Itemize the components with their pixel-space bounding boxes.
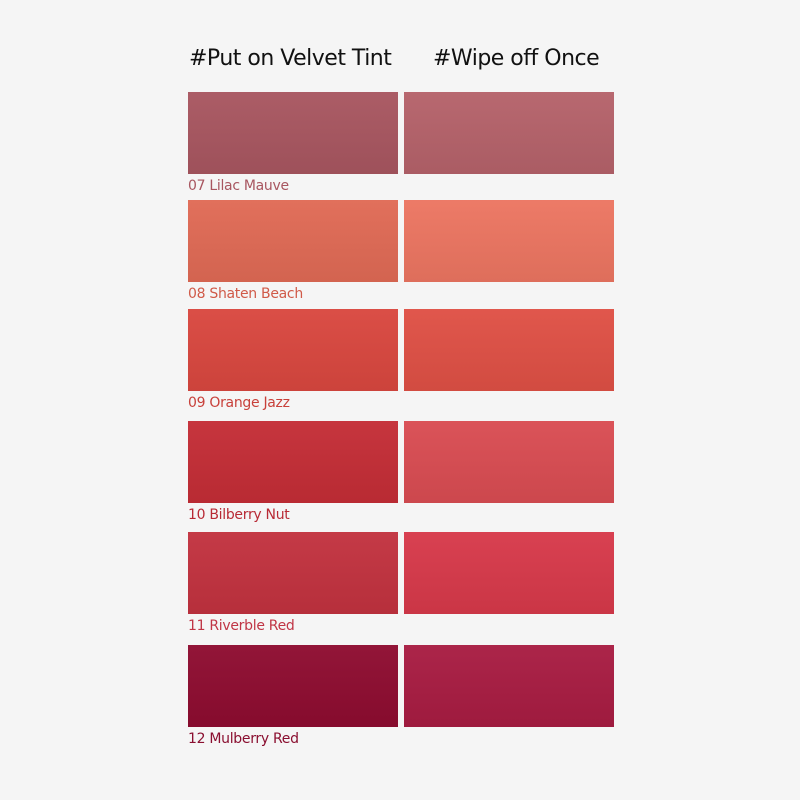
shade-label: 09 Orange Jazz xyxy=(188,395,290,411)
shade-label: 08 Shaten Beach xyxy=(188,286,303,302)
header-wipe-off-once: #Wipe off Once xyxy=(433,46,600,71)
shade-label: 11 Riverble Red xyxy=(188,618,295,634)
applied-swatch xyxy=(188,92,398,174)
applied-swatch xyxy=(188,200,398,282)
applied-swatch xyxy=(188,309,398,391)
applied-swatch xyxy=(188,532,398,614)
shade-label: 07 Lilac Mauve xyxy=(188,178,289,194)
applied-swatch xyxy=(188,645,398,727)
wiped-swatch xyxy=(404,200,614,282)
wiped-swatch xyxy=(404,421,614,503)
applied-swatch xyxy=(188,421,398,503)
wiped-swatch xyxy=(404,92,614,174)
wiped-swatch xyxy=(404,645,614,727)
wiped-swatch xyxy=(404,532,614,614)
header-put-on-velvet-tint: #Put on Velvet Tint xyxy=(189,46,392,71)
shade-label: 10 Bilberry Nut xyxy=(188,507,290,523)
wiped-swatch xyxy=(404,309,614,391)
shade-label: 12 Mulberry Red xyxy=(188,731,299,747)
